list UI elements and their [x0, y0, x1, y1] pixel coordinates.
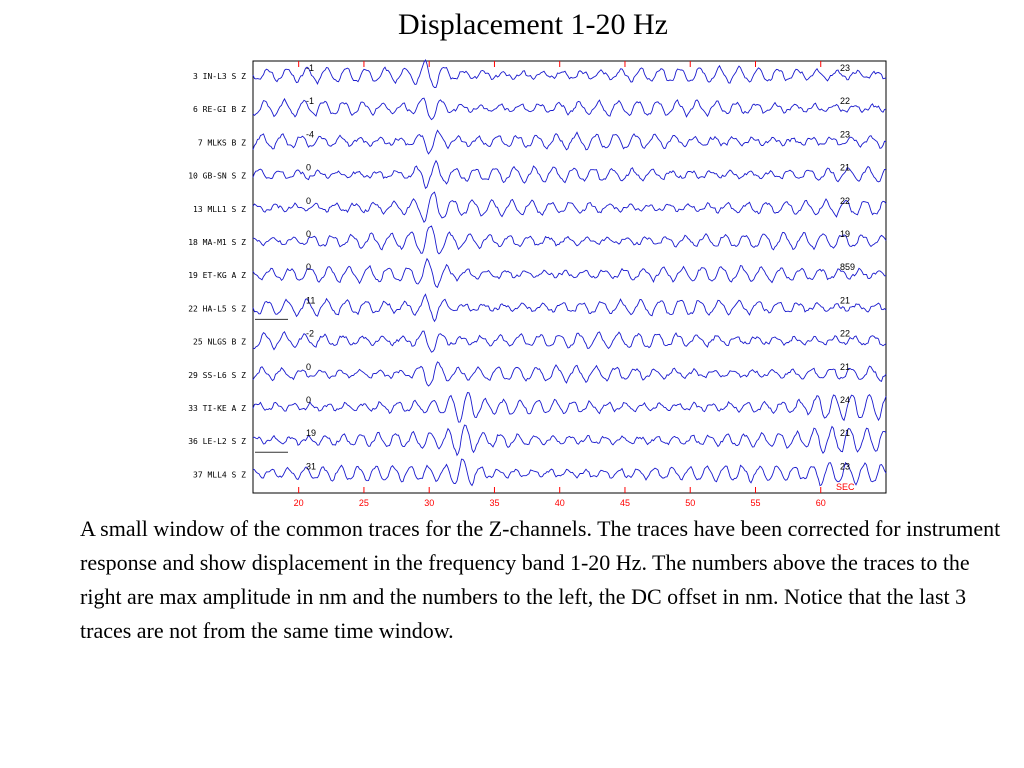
dc-offset-label: -1: [306, 63, 314, 73]
x-tick-label: 40: [555, 498, 565, 508]
waveform-trace: [252, 458, 887, 487]
x-tick-label: 60: [816, 498, 826, 508]
waveform-trace: [252, 293, 887, 323]
x-tick-label: 55: [750, 498, 760, 508]
waveform-trace: [252, 97, 887, 121]
dc-offset-label: 19: [306, 428, 316, 438]
x-axis-label: SEC: [836, 482, 855, 492]
plot-frame: [252, 60, 887, 494]
max-amplitude-label: 19: [840, 229, 850, 239]
waveform-trace: [252, 330, 887, 353]
max-amplitude-label: 21: [840, 295, 850, 305]
max-amplitude-label: 22: [840, 329, 850, 339]
trace-label: 25 NLGS B Z: [193, 338, 246, 347]
x-tick-label: 35: [489, 498, 499, 508]
waveform-trace: [252, 257, 886, 288]
max-amplitude-label: 21: [840, 163, 850, 173]
trace-label: 36 LE-L2 S Z: [188, 437, 246, 446]
x-tick-label: 25: [359, 498, 369, 508]
dc-offset-label: 11: [306, 295, 315, 305]
dc-offset-label: 0: [306, 229, 311, 239]
trace-label: 19 ET-KG A Z: [188, 271, 246, 280]
trace-label: 18 MA-M1 S Z: [188, 238, 246, 247]
trace-label: 33 TI-KE A Z: [188, 404, 246, 413]
max-amplitude-label: 21: [840, 428, 850, 438]
max-amplitude-label: 22: [840, 96, 850, 106]
max-amplitude-label: 23: [840, 461, 850, 471]
waveform-trace: [252, 191, 887, 224]
seismogram-chart: 3 IN-L3 S Z -1 23 6 RE-GI B Z -1 22 7 MLKS B Z…: [188, 59, 887, 508]
trace-label: 7 MLKS B Z: [198, 138, 246, 147]
trace-label: 22 HA-L5 S Z: [188, 304, 246, 313]
dc-offset-label: -4: [306, 129, 314, 139]
waveform-trace: [252, 59, 887, 88]
dc-offset-label: 0: [306, 262, 311, 272]
x-tick-label: 30: [424, 498, 434, 508]
page-title: Displacement 1-20 Hz: [398, 8, 668, 41]
trace-label: 10 GB-SN S Z: [188, 172, 246, 181]
caption-text: A small window of the common traces for …: [80, 516, 1001, 643]
trace-label: 37 MLL4 S Z: [193, 470, 246, 479]
trace-label: 6 RE-GI B Z: [193, 105, 246, 114]
max-amplitude-label: 21: [840, 362, 850, 372]
max-amplitude-label: 23: [840, 63, 850, 73]
trace-label: 3 IN-L3 S Z: [193, 72, 246, 81]
trace-label: 13 MLL1 S Z: [193, 205, 246, 214]
dc-offset-label: 0: [306, 395, 311, 405]
max-amplitude-label: 23: [840, 129, 850, 139]
waveform-trace: [252, 391, 887, 423]
dc-offset-label: 0: [306, 163, 311, 173]
max-amplitude-label: 22: [840, 196, 850, 206]
waveform-trace: [252, 361, 887, 387]
x-tick-label: 20: [294, 498, 304, 508]
max-amplitude-label: 859: [840, 262, 855, 272]
waveform-trace: [252, 159, 887, 190]
dc-offset-label: 0: [306, 196, 311, 206]
max-amplitude-label: 24: [840, 395, 850, 405]
dc-offset-label: -1: [306, 96, 314, 106]
dc-offset-label: -2: [306, 329, 314, 339]
waveform-trace: [252, 424, 887, 457]
trace-label: 29 SS-L6 S Z: [188, 371, 246, 380]
x-tick-label: 50: [685, 498, 695, 508]
waveform-trace: [252, 129, 887, 155]
dc-offset-label: 31: [306, 461, 316, 471]
x-tick-label: 45: [620, 498, 630, 508]
dc-offset-label: 0: [306, 362, 311, 372]
waveform-trace: [252, 225, 887, 255]
